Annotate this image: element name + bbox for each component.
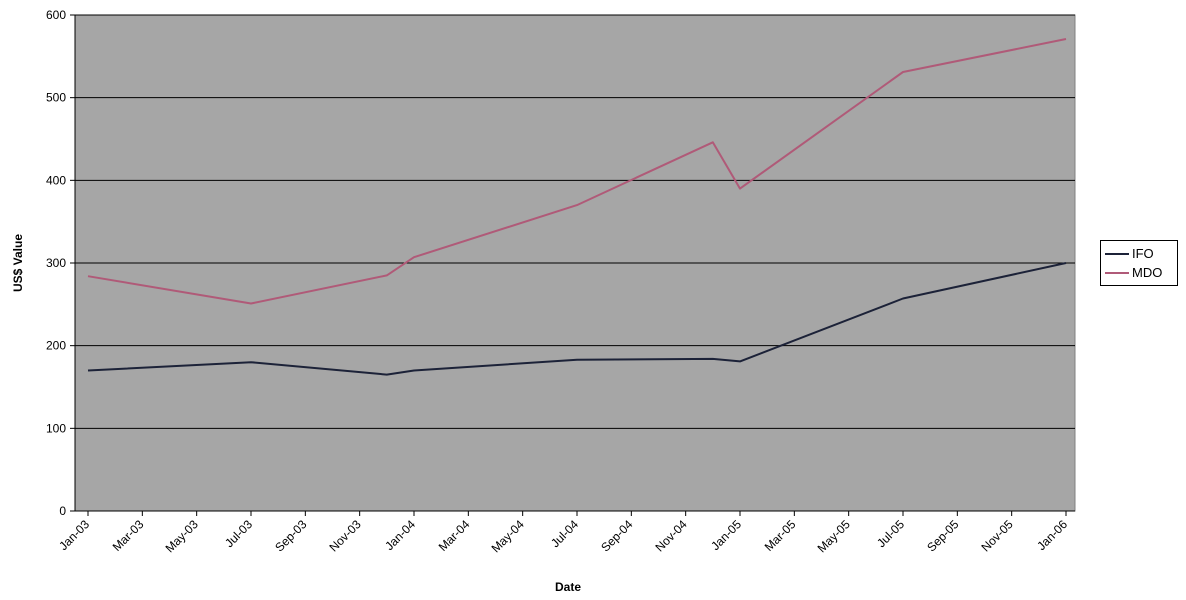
y-tick-label: 400 xyxy=(46,173,66,187)
x-axis-label: Date xyxy=(555,580,581,594)
y-tick-label: 100 xyxy=(46,421,66,435)
x-tick-label: Jan-06 xyxy=(1034,517,1070,553)
legend-item-mdo: MDO xyxy=(1105,263,1173,282)
x-tick-label: Jan-05 xyxy=(708,517,744,553)
x-tick-label: Jul-04 xyxy=(548,517,581,550)
x-tick-label: Jan-03 xyxy=(56,517,92,553)
x-tick-label: May-03 xyxy=(163,517,201,555)
x-tick-label: Jan-04 xyxy=(382,517,418,553)
x-tick-label: Mar-04 xyxy=(436,517,473,554)
x-tick-label: Mar-03 xyxy=(110,517,147,554)
x-tick-label: Sep-03 xyxy=(272,517,309,554)
legend-item-ifo: IFO xyxy=(1105,244,1173,263)
y-tick-label: 300 xyxy=(46,256,66,270)
legend-swatch-ifo xyxy=(1105,252,1129,255)
x-tick-label: May-04 xyxy=(489,517,527,555)
x-tick-label: Sep-04 xyxy=(598,517,635,554)
x-tick-label: May-05 xyxy=(815,517,853,555)
y-tick-label: 0 xyxy=(59,504,66,518)
legend-swatch-mdo xyxy=(1105,271,1129,274)
series-line-ifo xyxy=(87,262,1067,376)
y-tick-label: 600 xyxy=(46,8,66,22)
x-tick-label: Mar-05 xyxy=(762,517,799,554)
x-tick-label: Jul-05 xyxy=(874,517,907,550)
legend-label-mdo: MDO xyxy=(1132,265,1163,280)
y-axis-label: US$ Value xyxy=(11,234,25,292)
legend-label-ifo: IFO xyxy=(1132,246,1154,261)
x-tick-label: Sep-05 xyxy=(924,517,961,554)
y-tick-label: 200 xyxy=(46,339,66,353)
x-tick-label: Nov-05 xyxy=(979,517,1016,554)
x-tick-label: Jul-03 xyxy=(222,517,255,550)
x-tick-label: Nov-03 xyxy=(327,517,364,554)
gridlines xyxy=(75,14,1075,429)
series-line-mdo xyxy=(87,38,1067,305)
series-lines xyxy=(87,38,1067,376)
x-tick-label: Nov-04 xyxy=(653,517,690,554)
legend: IFO MDO xyxy=(1100,240,1178,286)
y-tick-label: 500 xyxy=(46,91,66,105)
